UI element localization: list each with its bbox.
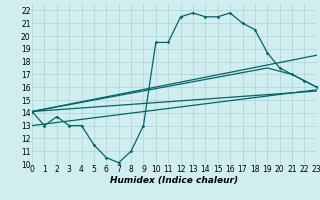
X-axis label: Humidex (Indice chaleur): Humidex (Indice chaleur) [110,176,238,185]
